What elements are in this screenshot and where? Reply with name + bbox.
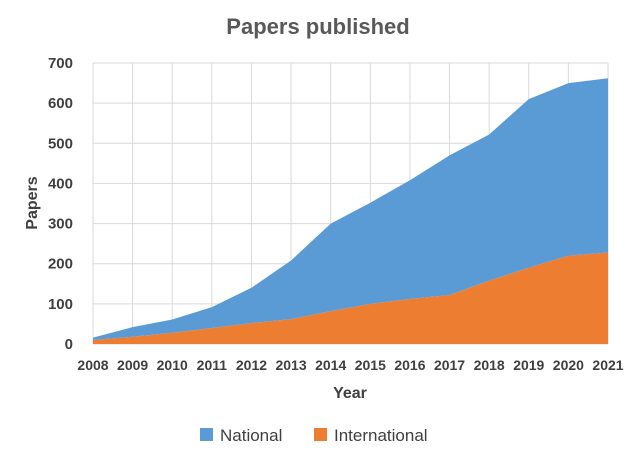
area-international [93, 252, 608, 344]
x-tick-label: 2015 [355, 357, 386, 373]
legend: National International [200, 426, 428, 445]
y-tick-label: 0 [65, 336, 73, 353]
x-tick-label: 2014 [315, 357, 346, 373]
y-tick-label: 400 [48, 175, 73, 192]
legend-label-national: National [220, 426, 282, 445]
plot-areas [93, 78, 608, 344]
x-tick-label: 2017 [434, 357, 465, 373]
chart-title: Papers published [226, 14, 409, 39]
x-tick-label: 2016 [394, 357, 425, 373]
x-tick-label: 2010 [157, 357, 188, 373]
y-axis-ticks: 0 100 200 300 400 500 600 700 [48, 55, 73, 353]
x-tick-label: 2019 [513, 357, 544, 373]
x-tick-label: 2021 [592, 357, 623, 373]
y-axis-label: Papers [24, 176, 41, 229]
x-tick-label: 2008 [77, 357, 108, 373]
y-tick-label: 200 [48, 256, 73, 273]
legend-label-international: International [334, 426, 428, 445]
legend-swatch-international [314, 428, 327, 441]
y-tick-label: 100 [48, 296, 73, 313]
legend-swatch-national [200, 428, 213, 441]
x-tick-label: 2018 [474, 357, 505, 373]
y-tick-label: 700 [48, 55, 73, 72]
x-axis-label: Year [333, 385, 367, 402]
x-tick-label: 2013 [275, 357, 306, 373]
x-axis-ticks: 2008 2009 2010 2011 2012 2013 2014 2015 2016 2017… [77, 357, 623, 373]
x-tick-label: 2009 [117, 357, 148, 373]
x-tick-label: 2011 [197, 357, 228, 373]
y-tick-label: 500 [48, 135, 73, 152]
y-tick-label: 600 [48, 95, 73, 112]
y-tick-label: 300 [48, 216, 73, 233]
area-national [93, 78, 608, 340]
x-tick-label: 2012 [236, 357, 267, 373]
x-tick-label: 2020 [553, 357, 584, 373]
